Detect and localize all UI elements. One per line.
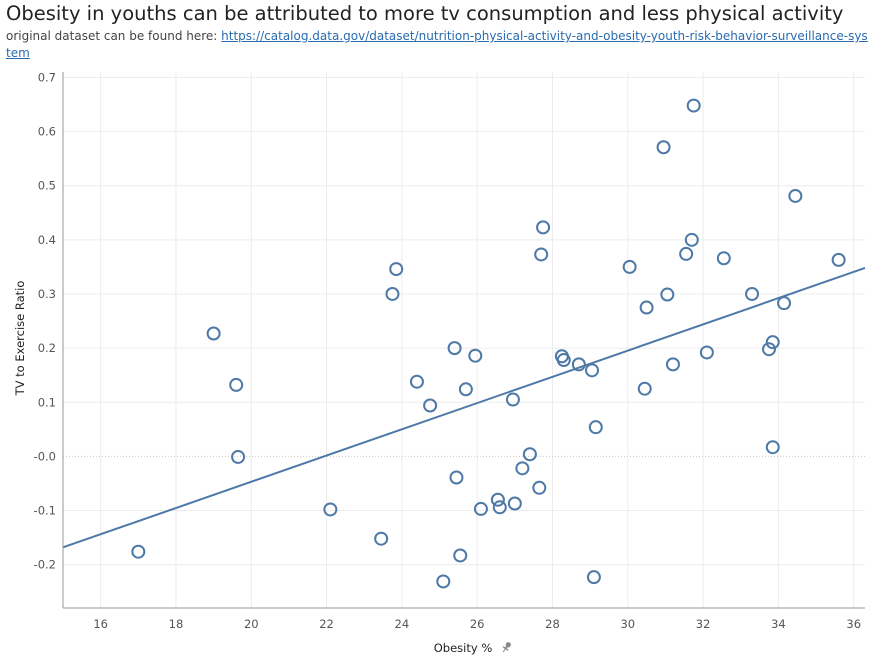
data-point[interactable] xyxy=(679,246,694,261)
data-point[interactable] xyxy=(639,300,654,315)
data-point[interactable] xyxy=(637,381,652,396)
x-tick-label: 30 xyxy=(620,617,635,631)
y-tick-label: -0.0 xyxy=(34,449,56,463)
y-tick-label: -0.2 xyxy=(34,558,56,572)
data-point[interactable] xyxy=(453,548,468,563)
pin-icon[interactable] xyxy=(501,641,513,654)
data-point[interactable] xyxy=(665,357,680,372)
x-tick-label: 18 xyxy=(169,617,184,631)
dataset-link[interactable]: https://catalog.data.gov/dataset/nutriti… xyxy=(6,29,868,60)
y-tick-label: -0.1 xyxy=(34,504,56,518)
data-point[interactable] xyxy=(409,374,424,389)
data-point[interactable] xyxy=(423,398,438,413)
trend-line-layer xyxy=(62,267,866,549)
x-tick-label: 32 xyxy=(696,617,711,631)
data-point[interactable] xyxy=(586,570,601,585)
x-tick-label: 16 xyxy=(93,617,108,631)
data-point[interactable] xyxy=(660,287,675,302)
data-point[interactable] xyxy=(505,392,520,407)
data-point[interactable] xyxy=(765,440,780,455)
data-point[interactable] xyxy=(556,353,571,368)
data-point[interactable] xyxy=(588,420,603,435)
data-point[interactable] xyxy=(323,502,338,517)
data-point[interactable] xyxy=(686,98,701,113)
y-tick-label: 0.2 xyxy=(38,341,56,355)
y-tick-label: 0.1 xyxy=(38,395,56,409)
y-tick-label: 0.7 xyxy=(38,70,56,84)
data-point[interactable] xyxy=(522,447,537,462)
data-point[interactable] xyxy=(374,531,389,546)
y-tick-label: 0.4 xyxy=(38,233,56,247)
data-point[interactable] xyxy=(765,335,780,350)
data-point[interactable] xyxy=(622,259,637,274)
data-point[interactable] xyxy=(206,326,221,341)
data-point[interactable] xyxy=(436,574,451,589)
data-point[interactable] xyxy=(716,251,731,266)
chart-title: Obesity in youths can be attributed to m… xyxy=(6,2,844,25)
data-point[interactable] xyxy=(831,252,846,267)
data-point[interactable] xyxy=(507,496,522,511)
data-point[interactable] xyxy=(449,470,464,485)
data-point[interactable] xyxy=(788,188,803,203)
trend-line[interactable] xyxy=(62,267,866,549)
x-axis-title: Obesity % xyxy=(434,641,493,655)
data-point[interactable] xyxy=(473,501,488,516)
x-tick-label: 28 xyxy=(545,617,560,631)
y-tick-label: 0.5 xyxy=(38,179,56,193)
x-tick-label: 22 xyxy=(319,617,334,631)
data-point[interactable] xyxy=(777,296,792,311)
axes: 16 18 20 22 24 26 28 30 32 34 36 -0.2 -0.1 -0.0 0.1 0.2… xyxy=(34,70,865,631)
grid xyxy=(63,72,865,608)
points-layer xyxy=(131,98,846,589)
data-point[interactable] xyxy=(761,342,776,357)
data-point[interactable] xyxy=(656,140,671,155)
y-axis-title: TV to Exercise Ratio xyxy=(13,281,27,397)
chart-subtitle: original dataset can be found here: http… xyxy=(6,28,871,62)
data-point[interactable] xyxy=(571,357,586,372)
data-point[interactable] xyxy=(745,286,760,301)
y-tick-label: 0.6 xyxy=(38,125,56,139)
data-point[interactable] xyxy=(490,492,505,507)
data-point[interactable] xyxy=(534,247,549,262)
data-point[interactable] xyxy=(389,262,404,277)
data-point[interactable] xyxy=(229,377,244,392)
subtitle-prefix: original dataset can be found here: xyxy=(6,29,222,43)
data-point[interactable] xyxy=(532,480,547,495)
x-tick-label: 34 xyxy=(771,617,786,631)
data-point[interactable] xyxy=(684,232,699,247)
data-point[interactable] xyxy=(458,382,473,397)
data-point[interactable] xyxy=(385,286,400,301)
data-point[interactable] xyxy=(447,341,462,356)
y-tick-label: 0.3 xyxy=(38,287,56,301)
data-point[interactable] xyxy=(699,345,714,360)
x-tick-label: 36 xyxy=(846,617,861,631)
data-point[interactable] xyxy=(231,449,246,464)
x-tick-label: 26 xyxy=(470,617,485,631)
data-point[interactable] xyxy=(468,348,483,363)
data-point[interactable] xyxy=(492,500,507,515)
x-tick-label: 24 xyxy=(395,617,410,631)
data-point[interactable] xyxy=(131,544,146,559)
x-tick-label: 20 xyxy=(244,617,259,631)
data-point[interactable] xyxy=(585,363,600,378)
data-point[interactable] xyxy=(536,220,551,235)
data-point[interactable] xyxy=(515,461,530,476)
